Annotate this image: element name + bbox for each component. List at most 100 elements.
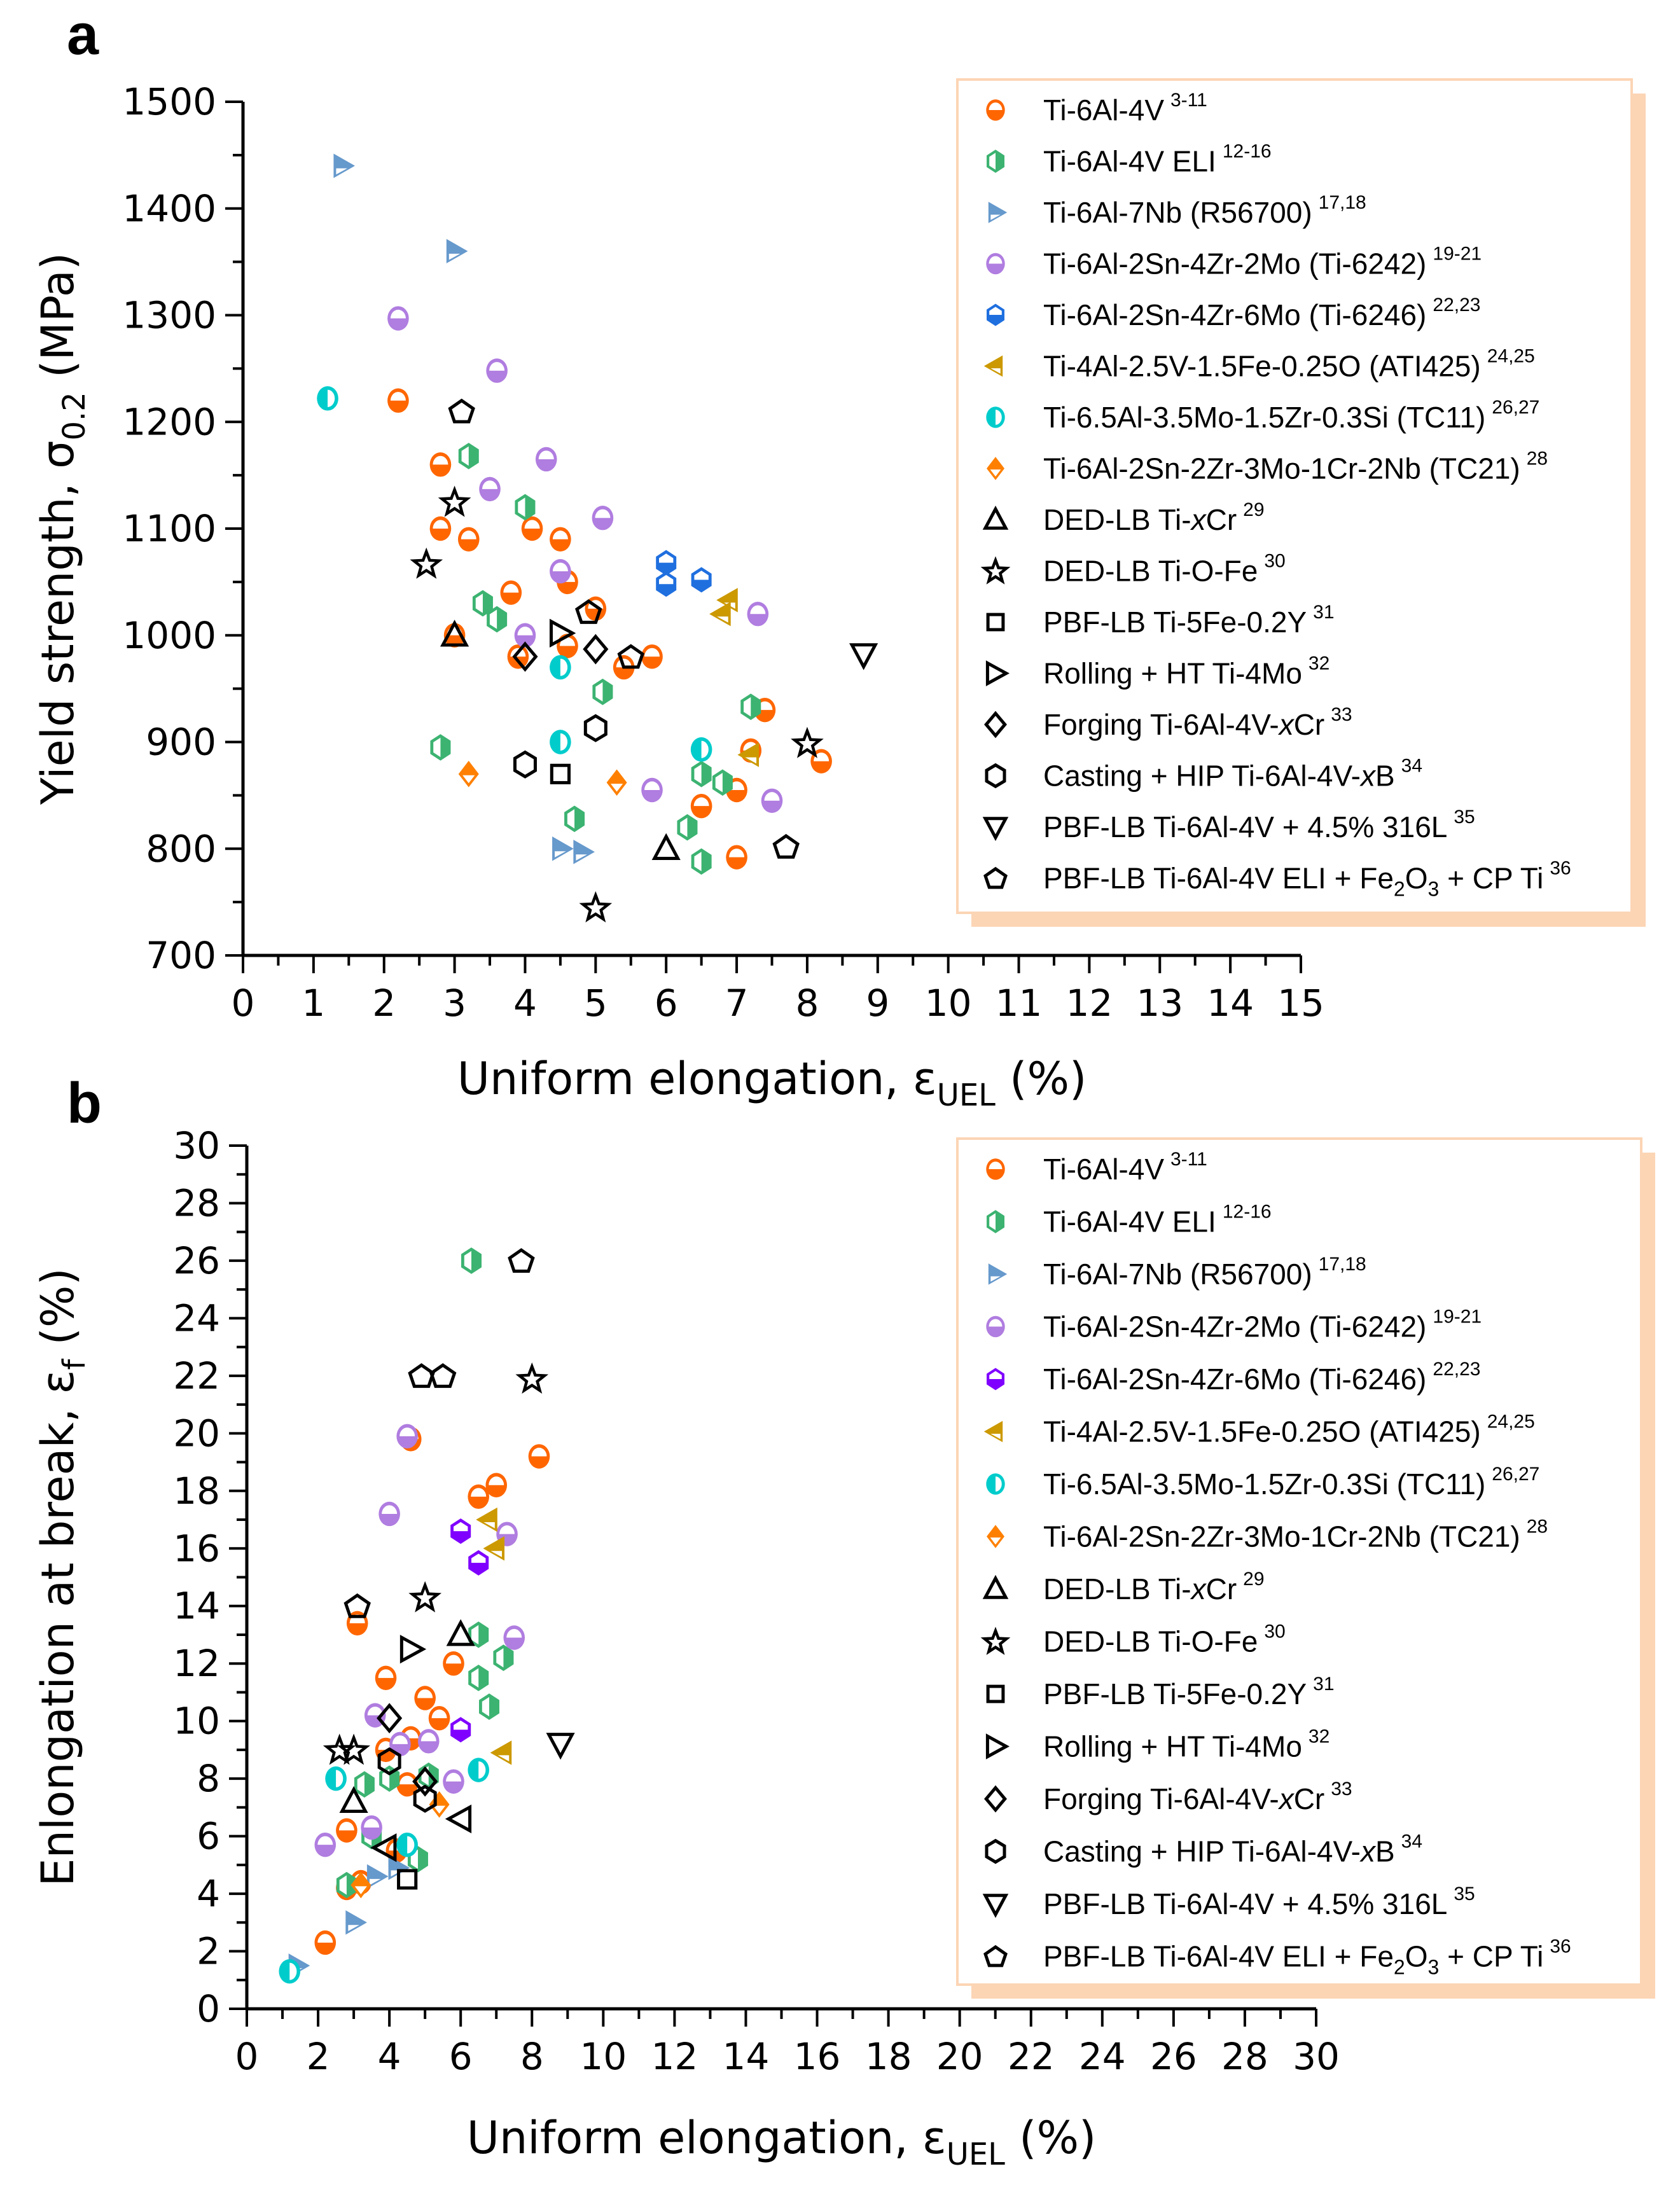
data-point — [336, 1871, 357, 1899]
legend-label: Ti-6Al-2Sn-2Zr-3Mo-1Cr-2Nb (TC21) 28 — [1043, 1516, 1548, 1553]
panel-a: a0 1 2 3 4 5 6 7 8 9 10 11 12 13 14 1570080090010001100… — [32, 3, 1646, 1113]
data-point — [429, 516, 452, 541]
y-tick-label: 12 — [173, 1642, 220, 1685]
data-point — [428, 1705, 450, 1731]
x-tick-label: 3 — [443, 982, 466, 1025]
y-tick-label: 26 — [173, 1239, 220, 1282]
data-point — [573, 840, 595, 864]
data-point — [458, 443, 479, 469]
data-point — [344, 1593, 371, 1618]
data-point — [479, 1693, 500, 1720]
data-point — [446, 239, 468, 264]
data-point — [500, 580, 522, 605]
legend-label: Forging Ti-6Al-4V-xCr 33 — [1043, 704, 1352, 741]
legend-item: Ti-6Al-2Sn-4Zr-2Mo (Ti-6242) 19-21 — [986, 244, 1482, 281]
legend-item: Ti-6Al-4V ELI 12-16 — [987, 1202, 1272, 1238]
legend-label: PBF-LB Ti-6Al-4V + 4.5% 316L 35 — [1043, 1883, 1475, 1920]
legend: Ti-6Al-4V 3-11 Ti-6Al-4V ELI 12-16 Ti-6Al-7N… — [956, 1137, 1655, 1999]
series-8 — [339, 1619, 475, 1814]
y-tick-label: 1300 — [122, 294, 216, 337]
y-tick-label: 10 — [173, 1700, 220, 1743]
data-point — [483, 1536, 505, 1561]
data-point — [461, 1247, 482, 1274]
data-point — [468, 1550, 489, 1576]
series-15 — [344, 1248, 535, 1618]
y-tick-label: 20 — [173, 1412, 220, 1455]
legend-marker-icon — [982, 817, 1009, 842]
data-point — [429, 1363, 457, 1388]
series-11 — [550, 618, 576, 648]
series-10 — [397, 1869, 418, 1890]
legend-item: DED-LB Ti-xCr 29 — [982, 499, 1265, 536]
data-point — [448, 398, 475, 424]
data-point — [550, 558, 571, 584]
legend-marker-icon — [986, 1315, 1005, 1338]
legend-item: Ti-6Al-7Nb (R56700) 17,18 — [988, 192, 1366, 229]
data-points — [279, 1247, 575, 1984]
legend-marker-icon — [987, 1210, 1004, 1233]
data-point — [408, 1363, 435, 1388]
data-point — [791, 726, 824, 758]
data-point — [370, 1833, 397, 1862]
data-point — [429, 1791, 450, 1818]
legend-marker-icon — [982, 1894, 1009, 1918]
data-point — [450, 1717, 471, 1743]
data-point — [408, 1581, 441, 1613]
legend-label: Rolling + HT Ti-4Mo 32 — [1043, 1726, 1329, 1763]
y-tick-label: 6 — [197, 1815, 220, 1858]
data-point — [691, 567, 712, 593]
y-tick-label: 28 — [173, 1181, 220, 1224]
data-point — [468, 1484, 490, 1509]
series-2 — [333, 153, 595, 864]
x-tick-label: 26 — [1150, 2035, 1197, 2078]
data-point — [361, 1815, 382, 1840]
series-13 — [377, 1747, 437, 1813]
data-point — [440, 620, 469, 647]
data-point — [507, 644, 529, 669]
y-tick-label: 1100 — [122, 507, 216, 550]
legend-marker-icon — [982, 505, 1009, 530]
legend-item: Ti-6Al-2Sn-4Zr-2Mo (Ti-6242) 19-21 — [986, 1307, 1482, 1343]
data-point — [339, 1786, 368, 1814]
data-point — [656, 550, 677, 576]
legend-item: Ti-6Al-2Sn-4Zr-6Mo (Ti-6246) 22,23 — [987, 1359, 1480, 1396]
x-tick-label: 12 — [1066, 982, 1113, 1025]
x-tick-label: 14 — [723, 2035, 770, 2078]
legend-item: Casting + HIP Ti-6Al-4V-xB 34 — [985, 756, 1422, 793]
legend-label: Ti-6Al-7Nb (R56700) 17,18 — [1043, 192, 1366, 229]
y-tick-label: 14 — [173, 1585, 220, 1628]
series-5 — [476, 1507, 512, 1765]
data-point — [515, 494, 536, 521]
data-point — [410, 547, 443, 579]
legend-item: Ti-6Al-2Sn-4Zr-6Mo (Ti-6246) 22,23 — [987, 295, 1480, 331]
y-tick-label: 8 — [197, 1757, 220, 1800]
legend-label: Ti-4Al-2.5V-1.5Fe-0.25O (ATI425) 24,25 — [1043, 1412, 1535, 1448]
series-15 — [448, 398, 800, 859]
data-point — [521, 516, 543, 541]
series-6 — [317, 386, 712, 762]
data-point — [515, 1362, 549, 1394]
legend-label: Casting + HIP Ti-6Al-4V-xB 34 — [1043, 1831, 1422, 1868]
data-point — [583, 634, 609, 665]
x-tick-label: 8 — [795, 982, 819, 1025]
data-point — [712, 769, 733, 796]
legend-label: PBF-LB Ti-6Al-4V ELI + Fe2O3 + CP Ti 36 — [1043, 1936, 1571, 1979]
y-tick-label: 16 — [173, 1527, 220, 1570]
legend-item: PBF-LB Ti-6Al-4V ELI + Fe2O3 + CP Ti 36 — [983, 858, 1571, 901]
data-point — [430, 734, 451, 761]
x-tick-label: 4 — [513, 982, 537, 1025]
legend-label: Ti-6.5Al-3.5Mo-1.5Zr-0.3Si (TC11) 26,27 — [1043, 1464, 1539, 1501]
legend-marker-icon — [987, 1368, 1004, 1391]
data-point — [351, 1871, 371, 1899]
legend-marker-icon — [984, 1785, 1007, 1813]
y-tick-label: 800 — [146, 827, 216, 870]
data-point — [691, 848, 712, 875]
panel-letter: a — [67, 3, 99, 67]
y-tick-label: 900 — [146, 721, 216, 764]
data-point — [550, 655, 571, 680]
data-point — [656, 571, 677, 597]
legend-label: Ti-4Al-2.5V-1.5Fe-0.25O (ATI425) 24,25 — [1043, 346, 1535, 383]
data-point — [550, 763, 571, 784]
series-9 — [410, 485, 824, 923]
data-point — [396, 1424, 418, 1449]
